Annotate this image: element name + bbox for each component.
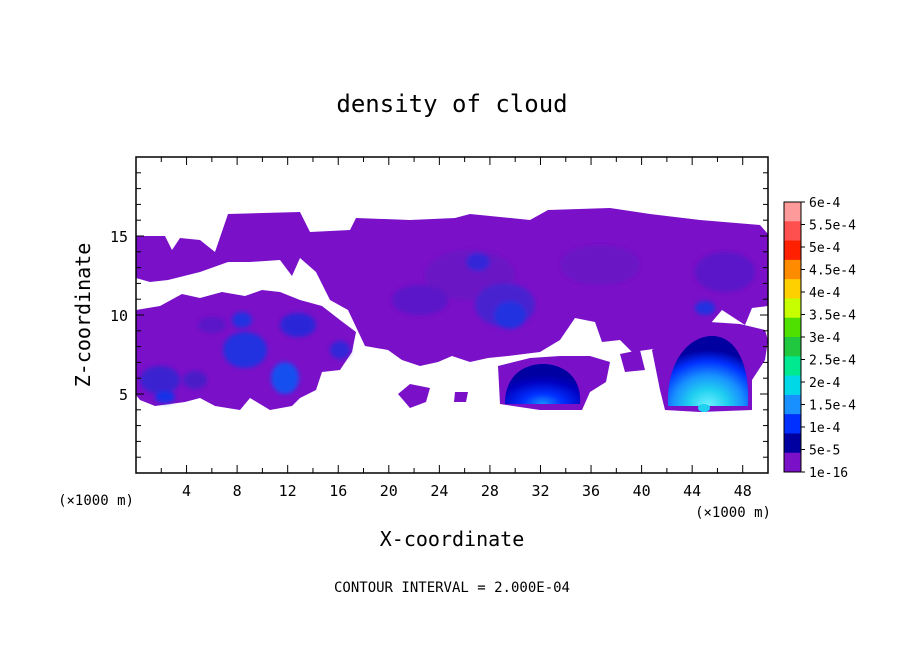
colorbar-label: 6e-4: [809, 196, 840, 211]
colorbar-label: 5e-4: [809, 241, 840, 256]
colorbar-label: 2e-4: [809, 376, 840, 391]
cloud-shading: [140, 245, 755, 403]
x-axis-ticks: 4 8 12 16 20 24 28 32 36 40 44 48: [160, 157, 752, 500]
chart-title: density of cloud: [336, 90, 567, 118]
colorbar: 6e-4 5.5e-4 5e-4 4.5e-4 4e-4 3.5e-4 3e-4 2.5e-4…: [783, 196, 856, 481]
colorbar-label: 3e-4: [809, 331, 840, 346]
colorbar-label: 1e-4: [809, 421, 840, 436]
colorbar-label: 2.5e-4: [809, 354, 856, 369]
x-tick-label: 12: [279, 482, 297, 500]
x-axis-title: X-coordinate: [380, 527, 525, 551]
x-tick-label: 28: [481, 482, 499, 500]
y-axis-ticks: 5 10 15: [110, 172, 768, 458]
colorbar-swatch: [784, 452, 801, 473]
colorbar-swatch: [784, 375, 801, 396]
colorbar-swatch: [784, 221, 801, 242]
cell-x45: [667, 336, 749, 406]
x-unit-label-right: (×1000 m): [695, 505, 771, 521]
y-tick-label: 5: [119, 386, 128, 404]
colorbar-label: 5e-5: [809, 444, 840, 459]
colorbar-label: 3.5e-4: [809, 309, 856, 324]
x-tick-label: 32: [531, 482, 549, 500]
contour-interval-note: CONTOUR INTERVAL = 2.000E-04: [334, 580, 570, 596]
colorbar-swatch: [784, 202, 801, 222]
colorbar-label: 5.5e-4: [809, 219, 856, 234]
colorbar-label: 4.5e-4: [809, 264, 856, 279]
x-tick-label: 40: [633, 482, 651, 500]
colorbar-label: 4e-4: [809, 286, 840, 301]
x-tick-label: 20: [380, 482, 398, 500]
x-tick-label: 16: [329, 482, 347, 500]
x-tick-label: 4: [182, 482, 191, 500]
x-tick-label: 44: [683, 482, 701, 500]
colorbar-swatch: [784, 414, 801, 434]
colorbar-swatch: [784, 279, 801, 299]
y-axis-title: Z-coordinate: [71, 243, 95, 388]
colorbar-swatch: [784, 298, 801, 319]
cloud-field: [136, 208, 768, 412]
x-tick-label: 8: [233, 482, 242, 500]
y-tick-label: 15: [110, 228, 128, 246]
x-unit-label-left: (×1000 m): [58, 493, 134, 509]
colorbar-swatch: [784, 317, 801, 338]
colorbar-swatch: [784, 337, 801, 357]
colorbar-swatch: [784, 240, 801, 261]
x-tick-label: 24: [430, 482, 448, 500]
x-tick-label: 36: [582, 482, 600, 500]
colorbar-swatch: [784, 259, 801, 280]
cell-x31: [505, 364, 581, 404]
colorbar-swatch: [784, 394, 801, 415]
colorbar-swatch: [784, 433, 801, 454]
colorbar-label: 1e-16: [809, 466, 848, 481]
colorbar-label: 1.5e-4: [809, 399, 856, 414]
x-tick-label: 48: [734, 482, 752, 500]
y-tick-label: 10: [110, 307, 128, 325]
colorbar-swatch: [784, 356, 801, 377]
